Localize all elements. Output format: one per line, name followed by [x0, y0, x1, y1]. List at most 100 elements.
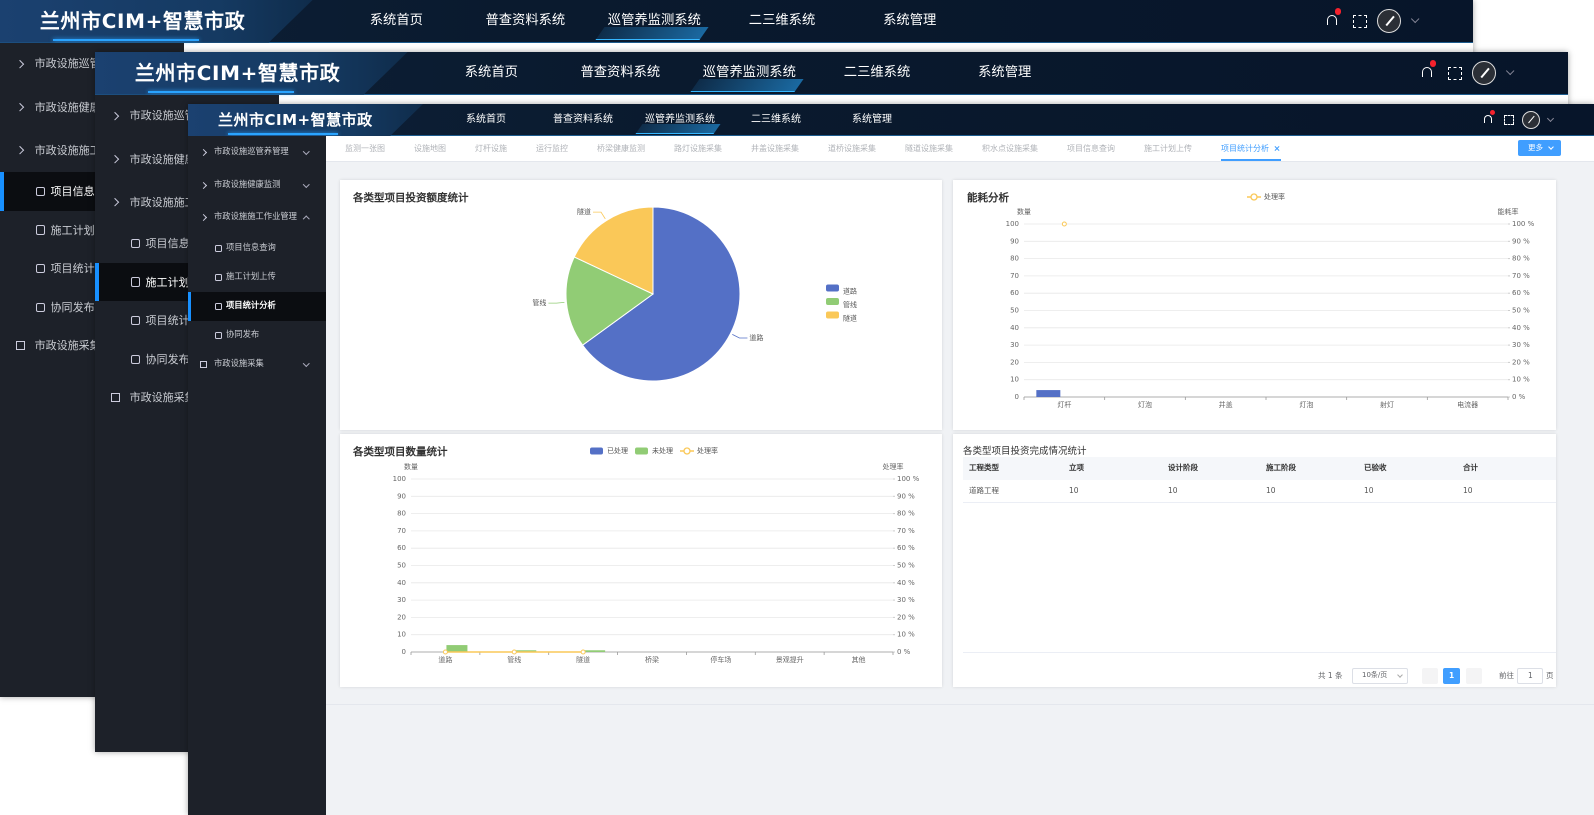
bell-dot [1429, 59, 1437, 67]
tab[interactable]: 监测一张图 [345, 136, 385, 161]
sidebar-item[interactable]: 市政设施采集 [34, 339, 101, 353]
tab-label: 隧道设施采集 [905, 144, 953, 153]
fullscreen-icon[interactable] [1448, 66, 1462, 80]
logo: 兰州市CIM+智慧市政 [218, 110, 373, 129]
sidebar-icon [200, 360, 207, 368]
tab[interactable]: 积水点设施采集 [982, 136, 1038, 161]
bell-icon[interactable] [1326, 14, 1338, 26]
nav-item[interactable]: 系统首页 [466, 114, 506, 126]
tab-label: 项目信息查询 [1067, 144, 1115, 153]
logo: 兰州市CIM+智慧市政 [134, 60, 341, 85]
tab[interactable]: 运行监控 [536, 136, 568, 161]
nav-item[interactable]: 巡管养监测系统 [607, 13, 701, 29]
tab[interactable]: 桥梁健康监测 [597, 136, 645, 161]
tab[interactable]: 项目信息查询 [1067, 136, 1115, 161]
tab-label: 路灯设施采集 [674, 144, 722, 153]
current-page-label: 1 [1449, 670, 1455, 680]
sidebar-item[interactable]: 市政设施健康监测 [214, 179, 281, 190]
sidebar-icon [130, 354, 141, 364]
tab-bar [326, 136, 1594, 162]
goto-value: 1 [1528, 670, 1533, 680]
top-bar [188, 104, 1594, 136]
tab-label: 道桥设施采集 [828, 144, 876, 153]
sidebar-item[interactable]: 协同发布 [226, 329, 260, 340]
tabs: 监测一张图 设施地图 灯杆设施 运行监控 桥梁健康监测 路灯设施采集 井盖设施采集 道桥设施采… [345, 136, 1281, 161]
table-header-cell: 施工阶段 [1266, 462, 1296, 472]
tab[interactable]: 道桥设施采集 [828, 136, 876, 161]
sidebar-icon [130, 316, 141, 326]
sidebar-item[interactable]: 施工计划上传 [226, 271, 276, 282]
nav-item[interactable]: 普查资料系统 [485, 13, 566, 29]
nav-item[interactable]: 二三维系统 [751, 114, 801, 126]
nav-item[interactable]: 普查资料系统 [553, 114, 613, 126]
sidebar-icon [110, 393, 121, 403]
tab[interactable]: 井盖设施采集 [751, 136, 799, 161]
current-page[interactable]: 1 [1443, 668, 1460, 684]
sidebar-item[interactable]: 市政设施巡管养管理 [214, 146, 289, 157]
sidebar-item[interactable]: 市政设施施工作业管理 [214, 211, 297, 222]
fullscreen-icon[interactable] [1353, 14, 1367, 28]
sidebar-item[interactable]: 市政设施采集 [214, 358, 264, 369]
tab[interactable]: 隧道设施采集 [905, 136, 953, 161]
bell-dot [1334, 7, 1342, 15]
sidebar-icon [130, 238, 141, 249]
more-chevron [1548, 144, 1554, 150]
nav-item[interactable]: 二三维系统 [843, 65, 911, 81]
nav-item[interactable]: 系统管理 [883, 13, 937, 29]
sidebar-item[interactable]: 项目统计分析 [226, 300, 276, 311]
nav-item[interactable]: 系统首页 [369, 13, 423, 29]
goto-input[interactable]: 1 [1517, 668, 1543, 684]
page-size-select[interactable]: 10条/页 [1352, 668, 1408, 684]
nav-item[interactable]: 系统首页 [464, 65, 518, 81]
nav-item[interactable]: 二三维系统 [748, 13, 816, 29]
sidebar-icon [215, 273, 222, 281]
sidebar-icon [35, 264, 46, 274]
tab[interactable]: 施工计划上传 [1144, 136, 1192, 161]
nav-item[interactable]: 巡管养监测系统 [702, 65, 796, 81]
table-cell: 道路工程 [969, 485, 999, 495]
sidebar-icon [215, 331, 222, 339]
next-page[interactable] [1466, 668, 1482, 684]
sidebar-icon [215, 244, 222, 252]
bell-icon[interactable] [1421, 66, 1433, 78]
table-bottom-line [963, 652, 1556, 653]
panel [953, 180, 1556, 430]
sidebar-item[interactable]: 协同发布 [145, 352, 190, 366]
sidebar-active-bg [188, 291, 326, 321]
nav-item[interactable]: 普查资料系统 [580, 65, 661, 81]
table-header-cell: 工程类型 [969, 462, 999, 472]
tab-label: 积水点设施采集 [982, 144, 1038, 153]
table-cell: 10 [1364, 485, 1374, 495]
logo-underline [228, 133, 338, 135]
sidebar-icon [130, 277, 141, 287]
prev-page[interactable] [1422, 668, 1438, 684]
logo-underline [148, 90, 295, 94]
tab[interactable]: 灯杆设施 [475, 136, 507, 161]
sidebar-icon [35, 225, 46, 235]
tab-label: 运行监控 [536, 144, 568, 153]
tab[interactable]: 项目统计分析 [1221, 136, 1281, 161]
sidebar-item[interactable]: 市政设施采集 [129, 391, 196, 405]
sidebar-active-bar [95, 262, 99, 302]
fullscreen-icon[interactable] [1504, 115, 1514, 125]
pagination-total: 共 1 条 [1318, 670, 1343, 680]
tab-label: 项目统计分析 [1221, 144, 1269, 153]
tab[interactable]: 设施地图 [414, 136, 446, 161]
tab-label: 施工计划上传 [1144, 144, 1192, 153]
nav-item[interactable]: 系统管理 [978, 65, 1032, 81]
logo-underline [53, 38, 200, 42]
nav-item[interactable]: 系统管理 [852, 114, 892, 126]
tab-label: 灯杆设施 [475, 144, 507, 153]
more-button[interactable]: 更多 [1518, 140, 1561, 156]
table-header-cell: 已验收 [1364, 462, 1387, 472]
more-label: 更多 [1528, 142, 1543, 152]
bell-icon[interactable] [1484, 115, 1492, 123]
nav-item[interactable]: 巡管养监测系统 [645, 114, 715, 126]
table-header-cell: 立项 [1069, 462, 1084, 472]
tab[interactable]: 路灯设施采集 [674, 136, 722, 161]
sidebar-item[interactable]: 协同发布 [50, 300, 95, 314]
table-row-line [963, 502, 1556, 503]
sidebar-item[interactable]: 项目信息查询 [226, 242, 276, 253]
table-header-cell: 合计 [1463, 462, 1478, 472]
